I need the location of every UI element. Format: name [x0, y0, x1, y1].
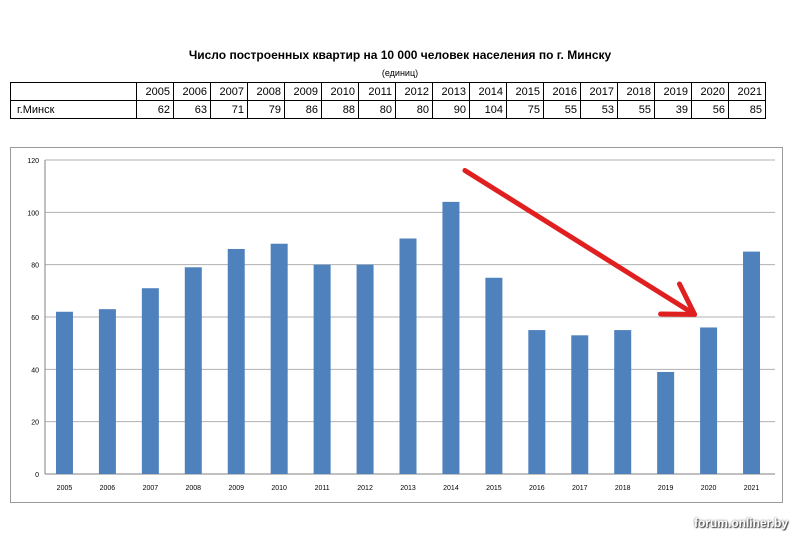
x-tick-label: 2011	[315, 485, 330, 492]
bar	[55, 311, 73, 474]
table-header-cell: 2006	[173, 82, 211, 101]
x-tick-label: 2019	[658, 485, 674, 492]
watermark: forum.onliner.by	[693, 516, 788, 530]
x-tick-label: 2010	[271, 485, 287, 492]
data-table: 2005 2006 2007 2008 2009 2010 2011 2012 2013 2014…	[10, 82, 766, 119]
x-tick-label: 2006	[100, 485, 116, 492]
table-corner-cell	[10, 82, 137, 101]
y-tick-label: 120	[27, 158, 39, 165]
table-header-cell: 2012	[395, 82, 433, 101]
table-cell: 88	[321, 100, 359, 119]
annotation-arrow-head	[658, 281, 698, 317]
bar	[356, 264, 374, 474]
y-tick-label: 0	[35, 472, 39, 479]
bar	[313, 264, 331, 474]
table-header-cell: 2009	[284, 82, 322, 101]
units-label: (единиц)	[381, 68, 419, 78]
bar	[743, 251, 761, 474]
x-tick-label: 2009	[228, 485, 244, 492]
annotation-arrow-shaft	[462, 167, 698, 317]
table-cell: 85	[728, 100, 766, 119]
table-cell: 90	[432, 100, 470, 119]
table-header-cell: 2015	[506, 82, 544, 101]
x-tick-label: 2005	[57, 485, 73, 492]
bar	[700, 327, 718, 474]
table-cell: 55	[543, 100, 581, 119]
bar	[184, 267, 202, 474]
bar-chart: 0 20 40 60 80 100 120 2005 2006 2007 2008 2009 2010 2…	[27, 158, 775, 492]
table-cell: 53	[580, 100, 618, 119]
bar	[528, 330, 546, 474]
x-tick-label: 2012	[357, 485, 373, 492]
x-tick-label: 2007	[143, 485, 159, 492]
x-tick-label: 2020	[701, 485, 717, 492]
page-title: Число построенных квартир на 10 000 чело…	[188, 48, 612, 62]
table-cell: 56	[691, 100, 729, 119]
table-header-row: 2005 2006 2007 2008 2009 2010 2011 2012 2013 2014…	[10, 82, 766, 101]
y-tick-label: 100	[27, 210, 39, 217]
x-tick-label: 2016	[529, 485, 545, 492]
table-cell: 71	[210, 100, 248, 119]
y-tick-label: 20	[31, 420, 39, 427]
table-header-cell: 2005	[136, 82, 174, 101]
y-tick-label: 60	[31, 315, 39, 322]
y-tick-label: 80	[31, 263, 39, 270]
bar	[98, 309, 116, 474]
table-header-cell: 2019	[654, 82, 692, 101]
chart-frame: 0 20 40 60 80 100 120 2005 2006 2007 2008 2009 2010 2…	[10, 147, 783, 503]
bar	[485, 277, 503, 474]
table-header-cell: 2016	[543, 82, 581, 101]
table-row: г.Минск 62 63 71 79 86 88 80 80 90 104 75 55 53 55 39 5…	[10, 100, 766, 119]
x-tick-label: 2008	[186, 485, 202, 492]
x-tick-label: 2013	[400, 485, 416, 492]
table-row-label: г.Минск	[10, 100, 137, 119]
table-header-cell: 2007	[210, 82, 248, 101]
x-tick-label: 2018	[615, 485, 631, 492]
table-header-cell: 2014	[469, 82, 507, 101]
table-cell: 55	[617, 100, 655, 119]
table-header-cell: 2008	[247, 82, 285, 101]
y-tick-label: 40	[31, 367, 39, 374]
bar	[614, 330, 632, 474]
x-tick-label: 2014	[443, 485, 459, 492]
bar	[442, 201, 460, 474]
x-tick-label: 2015	[486, 485, 502, 492]
bar	[399, 238, 417, 474]
x-tick-label: 2017	[572, 485, 588, 492]
table-header-cell: 2021	[728, 82, 766, 101]
table-header-cell: 2017	[580, 82, 618, 101]
bar	[227, 248, 245, 474]
table-cell: 79	[247, 100, 285, 119]
table-header-cell: 2020	[691, 82, 729, 101]
table-header-cell: 2018	[617, 82, 655, 101]
table-cell: 75	[506, 100, 544, 119]
table-cell: 63	[173, 100, 211, 119]
table-cell: 80	[358, 100, 396, 119]
bar	[657, 371, 675, 474]
table-cell: 39	[654, 100, 692, 119]
table-header-cell: 2010	[321, 82, 359, 101]
table-cell: 104	[469, 100, 507, 119]
bar	[571, 335, 589, 474]
table-cell: 86	[284, 100, 322, 119]
table-header-cell: 2011	[358, 82, 396, 101]
bar	[270, 243, 288, 474]
bar	[141, 288, 159, 474]
x-tick-label: 2021	[744, 485, 760, 492]
table-cell: 80	[395, 100, 433, 119]
table-cell: 62	[136, 100, 174, 119]
table-header-cell: 2013	[432, 82, 470, 101]
